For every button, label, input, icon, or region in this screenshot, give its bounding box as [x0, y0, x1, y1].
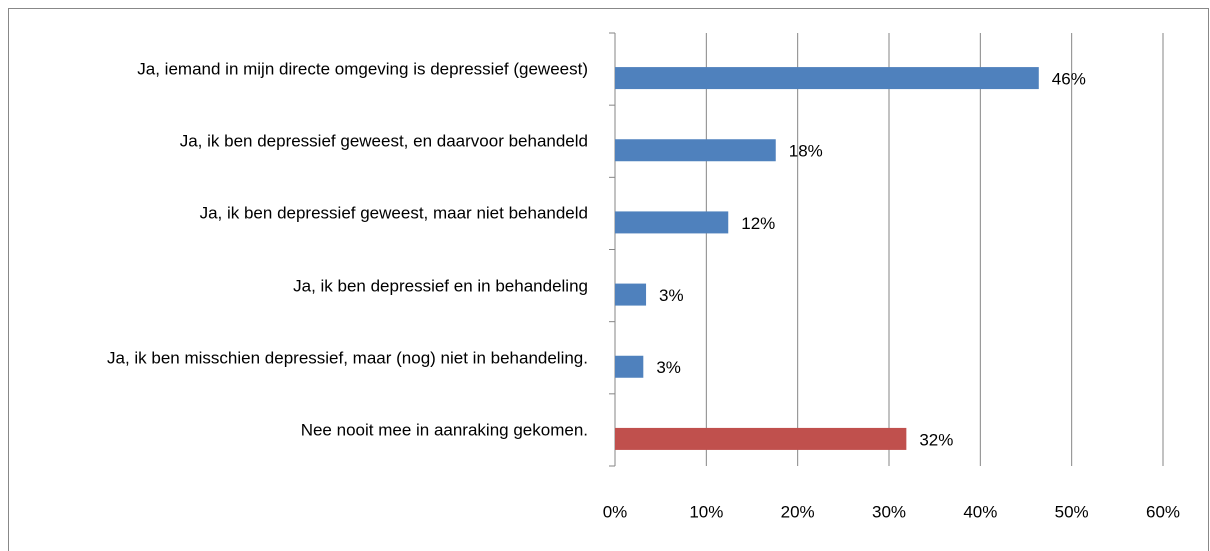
data-label: 46% [1052, 70, 1086, 89]
x-tick-label: 40% [963, 502, 997, 521]
data-label: 32% [919, 430, 953, 449]
category-text: Nee nooit mee in aanraking gekomen. [300, 420, 588, 440]
category-text: Ja, ik ben depressief geweest, maar niet… [199, 203, 588, 223]
x-tick-label: 10% [689, 502, 723, 521]
bar [615, 211, 729, 234]
data-label: 3% [659, 286, 684, 305]
data-label: 18% [789, 142, 823, 161]
x-tick-label: 50% [1055, 502, 1089, 521]
x-tick-label: 20% [781, 502, 815, 521]
category-label: Ja, iemand in mijn directe omgeving is d… [28, 58, 588, 81]
chart-frame [8, 8, 1209, 551]
data-label: 12% [741, 214, 775, 233]
bar [615, 67, 1039, 90]
category-text: Ja, ik ben depressief en in behandeling [293, 276, 588, 296]
category-label: Ja, ik ben depressief geweest, en daarvo… [28, 130, 588, 153]
data-label: 3% [656, 358, 681, 377]
x-tick-label: 60% [1146, 502, 1180, 521]
category-label: Ja, ik ben misschien depressief, maar (n… [28, 346, 588, 369]
x-tick-label: 30% [872, 502, 906, 521]
category-text: Ja, ik ben misschien depressief, maar (n… [107, 348, 588, 368]
bar [615, 283, 647, 306]
category-label: Ja, ik ben depressief geweest, maar niet… [28, 202, 588, 225]
category-text: Ja, ik ben depressief geweest, en daarvo… [179, 131, 588, 151]
category-label: Ja, ik ben depressief en in behandeling [28, 274, 588, 297]
bar [615, 427, 907, 450]
category-text: Ja, iemand in mijn directe omgeving is d… [137, 59, 588, 79]
category-label: Nee nooit mee in aanraking gekomen. [28, 418, 588, 441]
bar [615, 355, 644, 378]
x-tick-label: 0% [603, 502, 628, 521]
bar [615, 139, 776, 162]
